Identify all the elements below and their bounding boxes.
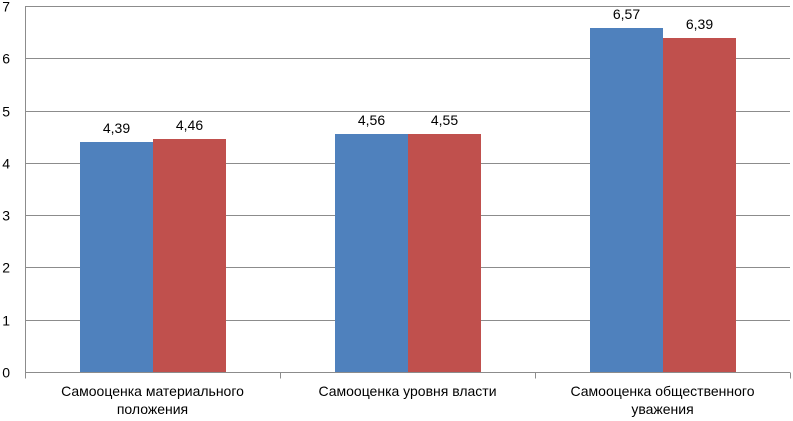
data-label: 4,46 [176, 117, 203, 133]
bar [153, 139, 226, 372]
y-tick-label: 3 [2, 208, 10, 224]
category-label: Самооценка общественного [570, 383, 754, 399]
y-tick-label: 5 [2, 104, 10, 120]
data-label: 6,39 [686, 16, 713, 32]
data-label: 4,55 [431, 112, 458, 128]
category-label: Самооценка уровня власти [318, 383, 496, 399]
y-tick-label: 4 [2, 156, 10, 172]
bar [408, 134, 481, 372]
bar [590, 28, 663, 372]
y-tick-label: 1 [2, 313, 10, 329]
y-tick-label: 6 [2, 51, 10, 67]
data-label: 6,57 [613, 6, 640, 22]
y-tick-label: 0 [2, 365, 10, 381]
axes [25, 6, 791, 379]
bar [663, 38, 736, 372]
category-label: уважения [631, 401, 693, 417]
y-tick-label: 7 [2, 0, 10, 15]
bars [80, 28, 736, 372]
category-label: положения [117, 401, 188, 417]
bar [80, 142, 153, 372]
labels: 0 1 2 3 4 5 6 7 4,39 4,46 Самооценка материального… [2, 0, 755, 417]
data-label: 4,56 [358, 112, 385, 128]
category-label: Самооценка материального [61, 383, 244, 399]
data-label: 4,39 [103, 120, 130, 136]
y-tick-label: 2 [2, 260, 10, 276]
bar [335, 134, 408, 372]
